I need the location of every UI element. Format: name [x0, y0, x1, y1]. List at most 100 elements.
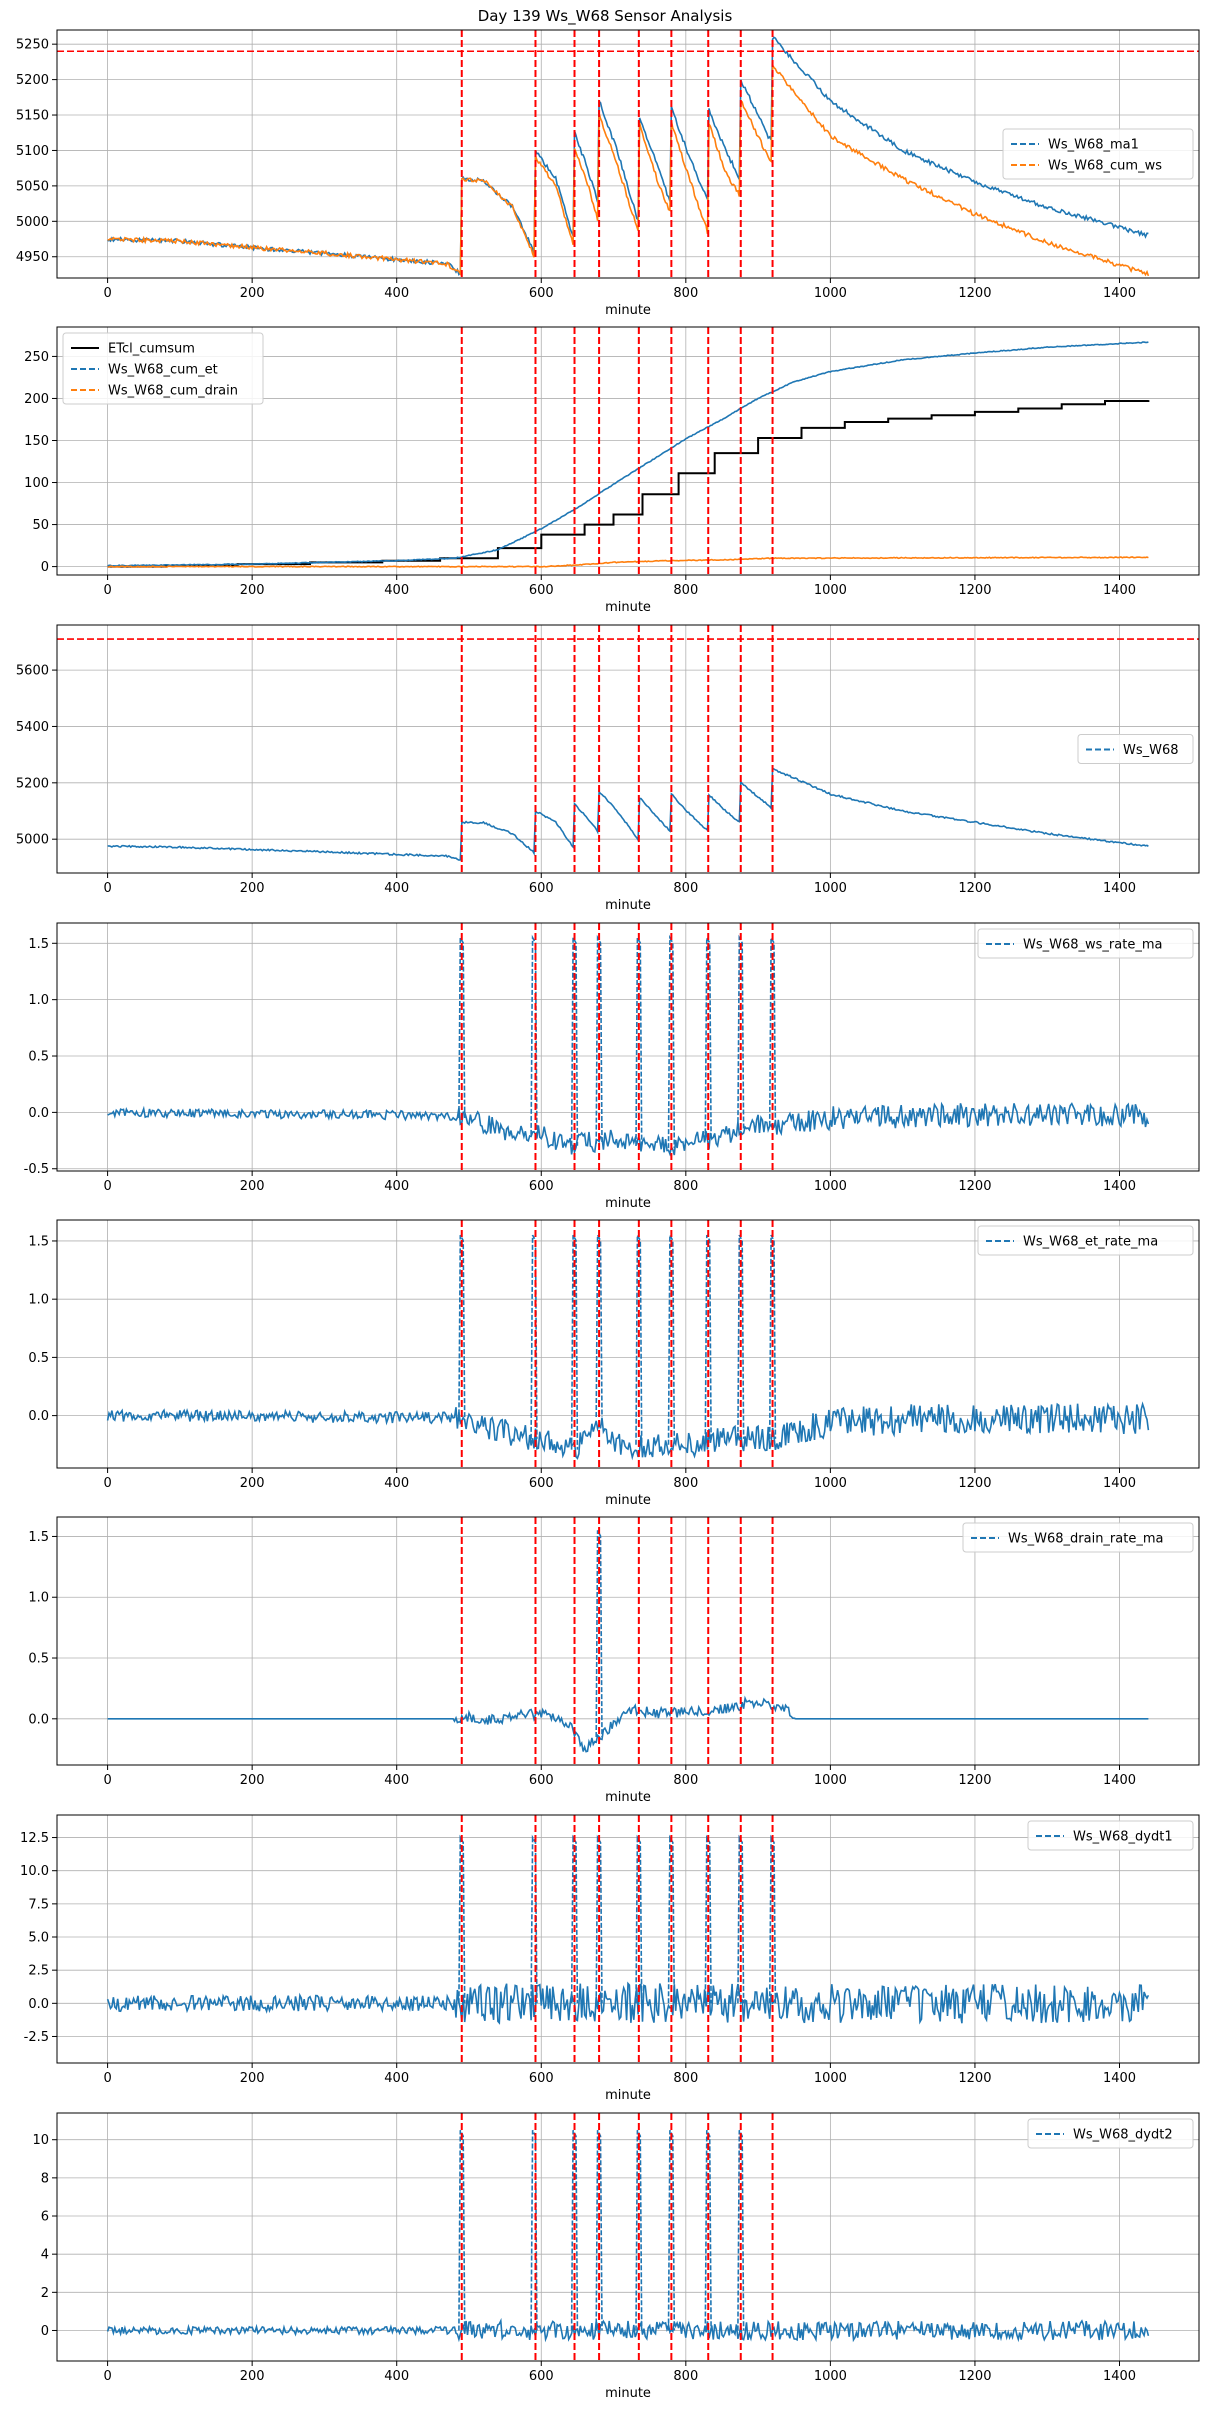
- series-line-Ws_W68_cum_drain: [107, 556, 1149, 568]
- axes-frame: [56, 1516, 1200, 1766]
- x-tick-label: 1000: [814, 583, 847, 598]
- y-tick-label: 5.0: [28, 1931, 49, 1946]
- axes-frame: [56, 922, 1200, 1172]
- x-axis-label: minute: [605, 898, 651, 913]
- x-tick-label: 1000: [814, 2071, 847, 2086]
- y-tick-label: 0.5: [28, 1652, 49, 1667]
- y-tick-label: 100: [24, 476, 49, 491]
- legend: Ws_W68_ws_rate_ma: [977, 928, 1194, 959]
- panel-p3: 0 200 400 600 800 1000 1200 1400 5000 5200 5400 560…: [16, 624, 1200, 913]
- y-tick-label: 2.5: [28, 1964, 49, 1979]
- y-tick-label: 4: [41, 2248, 49, 2263]
- x-tick-label: 0: [103, 881, 111, 896]
- x-tick-label: 1000: [814, 1476, 847, 1491]
- x-tick-label: 200: [240, 1773, 265, 1788]
- series-spike: [458, 1234, 466, 1422]
- x-tick-label: 1000: [814, 881, 847, 896]
- series-spike: [570, 2129, 579, 2331]
- y-tick-label: 5000: [16, 215, 49, 230]
- x-axis-label: minute: [605, 1790, 651, 1805]
- x-tick-label: 200: [240, 1179, 265, 1194]
- plot-area: [107, 1517, 1149, 1765]
- y-tick-label: 1.0: [28, 1591, 49, 1606]
- legend: Ws_W68_dydt2: [1027, 2118, 1194, 2149]
- series-spike: [530, 2129, 538, 2331]
- x-tick-label: 200: [240, 2369, 265, 2384]
- plot-area: [106, 2113, 1150, 2361]
- x-tick-label: 400: [384, 583, 409, 598]
- y-tick-label: 5250: [16, 38, 49, 53]
- y-tick-label: 2: [41, 2286, 49, 2301]
- series-spike: [530, 934, 538, 1135]
- y-tick-label: 12.5: [20, 1831, 49, 1846]
- x-tick-label: 200: [240, 2071, 265, 2086]
- legend-label-Ws_W68_cum_et: Ws_W68_cum_et: [108, 363, 218, 378]
- series-spike: [595, 2129, 603, 2331]
- axes-frame: [56, 29, 1200, 279]
- y-tick-label: 0.0: [28, 1712, 49, 1727]
- y-tick-label: 0: [41, 560, 49, 575]
- x-tick-label: 0: [103, 2071, 111, 2086]
- x-tick-label: 200: [240, 286, 265, 301]
- series-spike: [595, 934, 603, 1144]
- series-spike: [737, 2129, 745, 2331]
- y-tick-label: 50: [32, 518, 49, 533]
- series-line-Ws_W68_dydt2: [106, 2317, 1150, 2343]
- x-tick-label: 1200: [958, 583, 991, 598]
- y-tick-label: 5400: [16, 720, 49, 735]
- x-tick-label: 1200: [958, 286, 991, 301]
- series-line-Ws_W68_dydt1: [106, 1981, 1150, 2025]
- y-tick-label: 5200: [16, 73, 49, 88]
- series-line-Ws_W68_ma1: [107, 36, 1149, 277]
- legend-label-Ws_W68_ma1: Ws_W68_ma1: [1048, 138, 1139, 153]
- axes-frame: [56, 326, 1200, 576]
- y-tick-label: 7.5: [28, 1897, 49, 1912]
- series-spike: [458, 934, 466, 1119]
- x-axis-label: minute: [605, 2088, 651, 2103]
- legend-box: [62, 332, 264, 405]
- legend-label-Ws_W68_dydt2: Ws_W68_dydt2: [1073, 2128, 1173, 2143]
- axes-frame: [56, 2112, 1200, 2362]
- series-spike: [530, 1834, 538, 2004]
- series-spike: [704, 2129, 712, 2331]
- series-spike: [768, 1234, 777, 1439]
- x-tick-label: 800: [673, 1476, 698, 1491]
- axes-frame: [56, 1814, 1200, 2064]
- plot-area: [106, 1815, 1150, 2063]
- series-spike: [570, 1234, 579, 1450]
- plot-area: [107, 327, 1150, 575]
- x-tick-label: 600: [529, 881, 554, 896]
- legend: Ws_W68_ma1 Ws_W68_cum_ws: [1002, 128, 1194, 180]
- x-tick-label: 800: [673, 1773, 698, 1788]
- y-tick-label: -0.5: [24, 1162, 49, 1177]
- legend-box: [977, 1225, 1194, 1256]
- x-tick-label: 400: [384, 1476, 409, 1491]
- y-tick-label: 250: [24, 350, 49, 365]
- series-spike: [704, 1234, 712, 1442]
- x-tick-label: 1000: [814, 286, 847, 301]
- series-line-Ws_W68_cum_ws: [107, 62, 1150, 277]
- x-tick-label: 200: [240, 881, 265, 896]
- panel-p8: 0 200 400 600 800 1000 1200 1400 0 2 4 6 8 10 minute Ws…: [32, 2112, 1200, 2401]
- x-axis-label: minute: [605, 600, 651, 615]
- legend-label-Ws_W68_ws_rate_ma: Ws_W68_ws_rate_ma: [1023, 938, 1162, 953]
- x-tick-label: 1000: [814, 1179, 847, 1194]
- plot-area: [106, 1220, 1150, 1468]
- x-tick-label: 600: [529, 1773, 554, 1788]
- x-tick-label: 400: [384, 881, 409, 896]
- legend-box: [1027, 1820, 1194, 1851]
- x-tick-label: 600: [529, 2071, 554, 2086]
- x-tick-label: 1400: [1103, 881, 1136, 896]
- plot-area: [57, 30, 1199, 278]
- panel-p1: 0 200 400 600 800 1000 1200 1400 4950 5000 5050 510…: [16, 29, 1200, 318]
- series-line-ETcl_cumsum: [107, 400, 1150, 568]
- y-tick-label: 5050: [16, 179, 49, 194]
- y-tick-label: 5200: [16, 776, 49, 791]
- y-tick-label: 8: [41, 2171, 49, 2186]
- x-tick-label: 1200: [958, 881, 991, 896]
- x-tick-label: 400: [384, 2071, 409, 2086]
- x-tick-label: 800: [673, 1179, 698, 1194]
- legend-box: [1002, 128, 1194, 180]
- legend: Ws_W68_et_rate_ma: [977, 1225, 1194, 1256]
